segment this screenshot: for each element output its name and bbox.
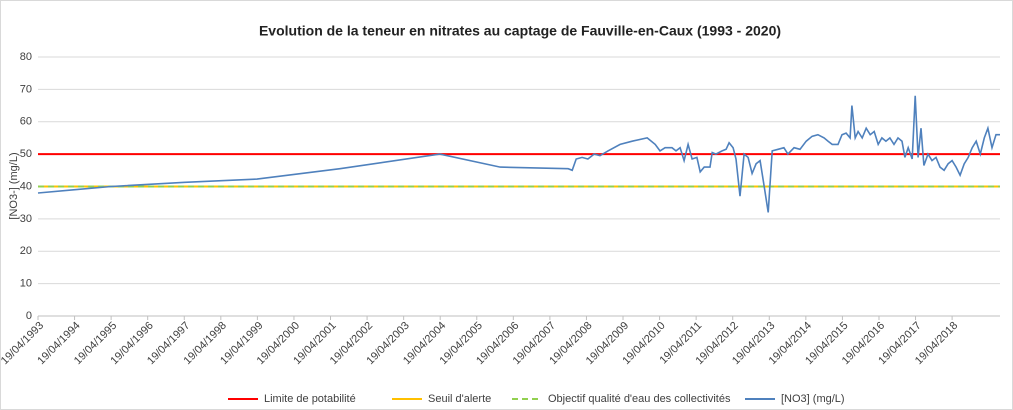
y-tick-label: 50	[20, 148, 32, 160]
y-tick-label: 60	[20, 116, 32, 128]
chart-title: Evolution de la teneur en nitrates au ca…	[259, 23, 781, 39]
legend-label: Objectif qualité d'eau des collectivités	[548, 393, 731, 405]
y-tick-label: 80	[20, 51, 32, 63]
y-tick-label: 70	[20, 83, 32, 95]
legend-label: Limite de potabilité	[264, 393, 356, 405]
y-axis-label: [NO3-] (mg/L)	[8, 152, 20, 219]
data-line	[37, 95, 1000, 213]
y-tick-label: 40	[20, 180, 32, 192]
y-tick-label: 10	[20, 278, 32, 290]
y-tick-label: 0	[26, 310, 32, 322]
y-tick-label: 30	[20, 213, 32, 225]
legend-label: Seuil d'alerte	[428, 393, 491, 405]
y-tick-label: 20	[20, 245, 32, 257]
legend-label: [NO3] (mg/L)	[781, 393, 845, 405]
